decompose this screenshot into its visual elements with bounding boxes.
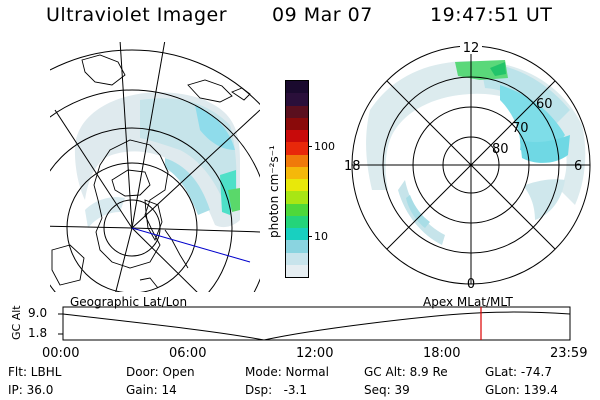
- geographic-image-panel: [50, 42, 260, 292]
- colorbar-swatch: [286, 203, 308, 216]
- timeline-ylabel: GC Alt: [10, 305, 23, 340]
- dsp-value: Dsp: -3.1: [245, 383, 308, 397]
- mlt-6-label: 6: [574, 159, 582, 174]
- colorbar-swatch: [286, 191, 308, 204]
- time-tick: 23:59: [550, 346, 588, 361]
- mlt-18-label: 18: [344, 159, 361, 174]
- date-label: 09 Mar 07: [272, 4, 373, 26]
- colorbar-tick-10: [308, 236, 312, 237]
- colorbar-swatch: [286, 142, 308, 155]
- colorbar-swatch: [286, 179, 308, 192]
- colorbar-swatch: [286, 130, 308, 143]
- geo-graticule: [50, 42, 260, 292]
- colorbar-swatch: [286, 215, 308, 228]
- colorbar-units: photon cm⁻²s⁻¹: [267, 145, 281, 238]
- auroral-emission-geo: [74, 92, 240, 228]
- geo-coastlines: [51, 54, 251, 289]
- colorbar-swatch: [286, 240, 308, 253]
- timeline-frame: [62, 306, 571, 341]
- polar-image-panel: 12 0 18 6 60 70 80: [344, 40, 591, 292]
- mode-value: Mode: Normal: [245, 365, 329, 379]
- auroral-emission-polar: [366, 60, 586, 245]
- colorbar: [285, 80, 309, 278]
- time-tick: 12:00: [296, 346, 334, 361]
- time-label: 19:47:51 UT: [430, 4, 553, 26]
- glat-value: GLat: -74.7: [485, 365, 552, 379]
- colorbar-tick-100: [308, 146, 312, 147]
- colorbar-swatch: [286, 228, 308, 241]
- door-value: Door: Open: [126, 365, 195, 379]
- timeline-ymin: 1.8: [28, 326, 48, 340]
- mlat-80-label: 80: [492, 142, 509, 157]
- gain-value: Gain: 14: [126, 383, 177, 397]
- altitude-curve: [62, 311, 571, 341]
- mlat-60-label: 60: [536, 97, 553, 112]
- seq-value: Seq: 39: [364, 383, 410, 397]
- colorbar-swatch: [286, 117, 308, 130]
- geo-panel-label: Geographic Lat/Lon: [70, 295, 188, 309]
- polar-grid: [351, 45, 591, 285]
- colorbar-swatch: [286, 81, 308, 94]
- colorbar-swatch: [286, 105, 308, 118]
- time-tick: 06:00: [169, 346, 207, 361]
- glon-value: GLon: 139.4: [485, 383, 558, 397]
- colorbar-swatch: [286, 166, 308, 179]
- colorbar-label-100: 100: [314, 140, 335, 153]
- filter-value: Flt: LBHL: [8, 365, 62, 379]
- ip-value: IP: 36.0: [8, 383, 54, 397]
- colorbar-swatch: [286, 154, 308, 167]
- polar-panel-label: Apex MLat/MLT: [423, 295, 513, 309]
- mlt-0-label: 0: [467, 277, 475, 292]
- instrument-title: Ultraviolet Imager: [46, 4, 228, 26]
- gc-alt-value: GC Alt: 8.9 Re: [364, 365, 448, 379]
- terminator-line: [131, 227, 251, 263]
- time-tick: 18:00: [423, 346, 461, 361]
- colorbar-label-10: 10: [314, 230, 328, 243]
- time-tick: 00:00: [42, 346, 80, 361]
- orbit-timeline: [58, 306, 571, 341]
- timeline-ymax: 9.0: [28, 306, 48, 320]
- colorbar-swatch: [286, 252, 308, 265]
- colorbar-swatch: [286, 264, 308, 277]
- mlt-12-label: 12: [463, 41, 480, 56]
- colorbar-swatch: [286, 93, 308, 106]
- mlat-70-label: 70: [512, 121, 529, 136]
